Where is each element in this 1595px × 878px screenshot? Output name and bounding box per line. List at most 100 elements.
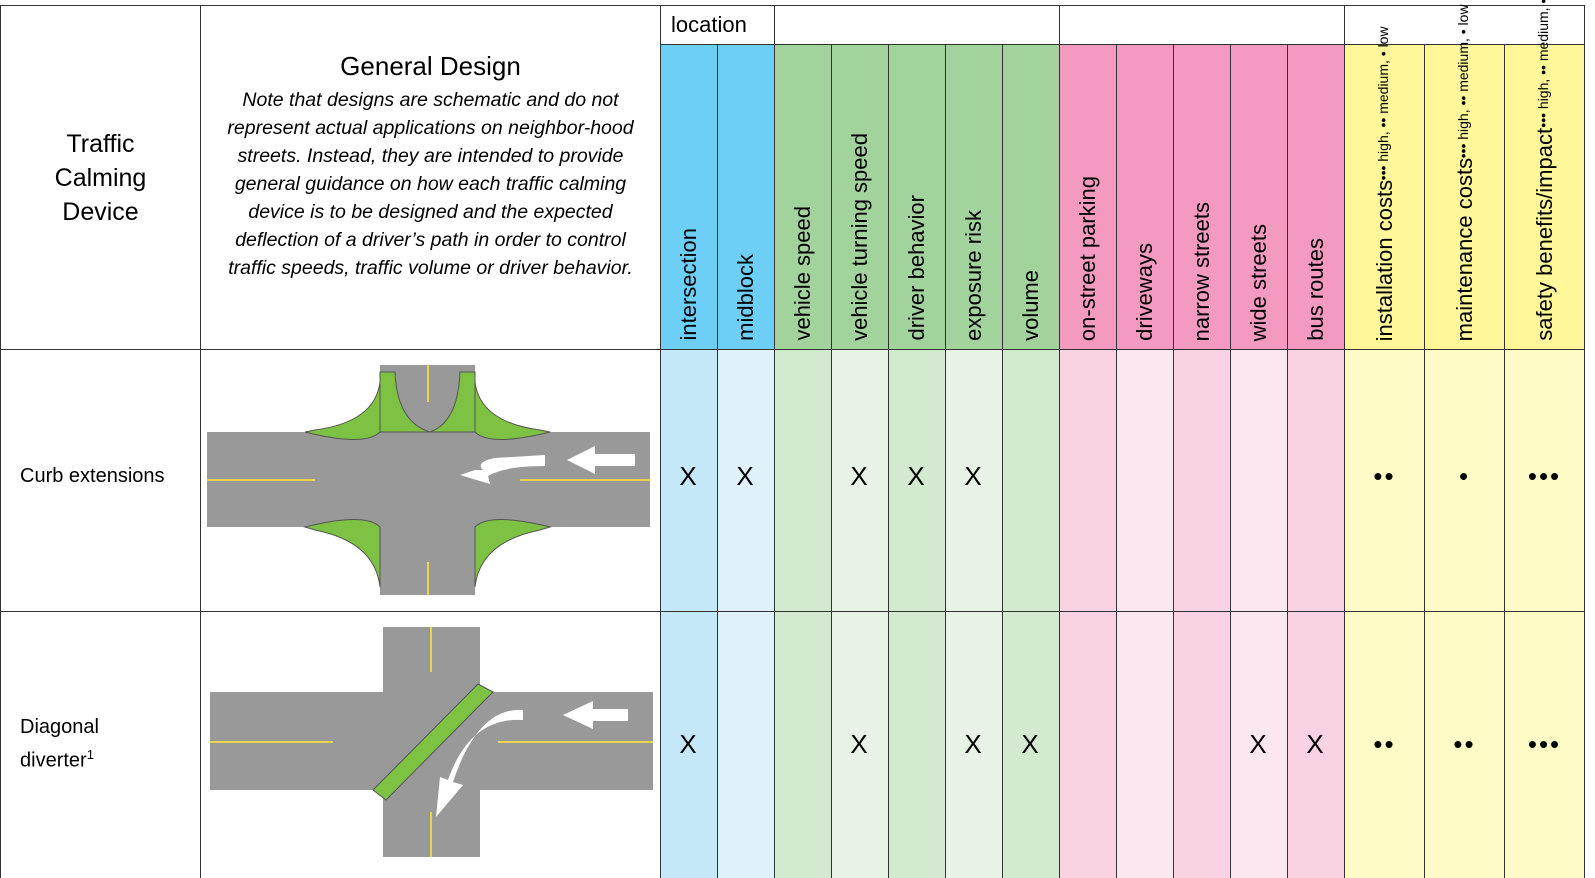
column-header: narrow streets: [1173, 44, 1231, 350]
device-name: Curb extensions: [20, 464, 165, 487]
cell-mark: ••: [1373, 460, 1396, 491]
column-header-text: intersection: [676, 228, 702, 341]
table-cell: X: [945, 349, 1003, 613]
table-cell: [1059, 349, 1117, 613]
device-label: Traffic Calming Device: [54, 129, 147, 226]
cell-mark: ••: [1453, 729, 1476, 759]
group-label: location: [671, 12, 747, 37]
table-cell: [1059, 611, 1117, 878]
column-header: installation costs ••• high, •• medium, •…: [1344, 26, 1425, 350]
table-cell: [1230, 349, 1288, 613]
column-header: bus routes: [1287, 44, 1345, 350]
group-header: location: [660, 5, 775, 45]
cell-mark: X: [964, 729, 984, 759]
cell-mark: X: [1249, 729, 1269, 759]
column-label: installation costs: [1371, 179, 1397, 341]
column-header-text: narrow streets: [1189, 202, 1215, 341]
group-header: [1059, 5, 1345, 45]
table-cell: [774, 611, 832, 878]
cell-mark: •: [1458, 460, 1471, 491]
column-header: maintenance costs ••• high, •• medium, • …: [1424, 4, 1505, 350]
column-header: intersection: [660, 44, 718, 350]
table-cell: X: [717, 349, 775, 613]
table-cell: X: [831, 611, 889, 878]
table-cell: X: [831, 349, 889, 613]
column-header-text: driver behavior: [904, 195, 930, 341]
cell-mark: •••: [1527, 729, 1562, 759]
column-note: ••• high, •• medium, • low: [1374, 25, 1391, 180]
table-cell: [888, 611, 946, 878]
column-header: volume: [1002, 44, 1060, 350]
column-header-text: bus routes: [1303, 238, 1329, 341]
column-label: vehicle turning speed: [847, 133, 872, 341]
column-label: exposure risk: [961, 210, 986, 341]
cell-mark: X: [907, 460, 927, 491]
column-label: bus routes: [1303, 238, 1328, 341]
column-label: on-street parking: [1075, 175, 1100, 341]
table-cell: ••: [1344, 611, 1425, 878]
cell-mark: ••: [1373, 729, 1396, 759]
row-name-text: Diagonal diverter1: [20, 713, 120, 775]
table-cell: X: [888, 349, 946, 613]
column-header-text: vehicle turning speed: [847, 133, 873, 341]
column-label: volume: [1018, 270, 1043, 341]
group-header: [774, 5, 1060, 45]
device-name: Diagonal diverter: [20, 716, 99, 772]
column-header-text: volume: [1018, 270, 1044, 341]
column-header: on-street parking: [1059, 44, 1117, 350]
column-header: wide streets: [1230, 44, 1288, 350]
table-cell: •••: [1504, 349, 1585, 613]
cell-mark: X: [736, 460, 756, 491]
table-cell: [1287, 349, 1345, 613]
cell-mark: X: [1021, 729, 1041, 759]
cell-mark: X: [679, 460, 699, 491]
column-header: midblock: [717, 44, 775, 350]
design-title: General Design: [340, 51, 521, 81]
table-cell: [774, 349, 832, 613]
column-note: ••• high, •• medium, • low: [1534, 0, 1551, 129]
table-cell: [1116, 611, 1174, 878]
cell-mark: X: [850, 460, 870, 491]
row-name-text: Curb extensions: [20, 462, 165, 490]
table-cell: X: [1230, 611, 1288, 878]
group-header: [1344, 5, 1585, 45]
cell-mark: X: [964, 460, 984, 491]
table-cell: [1173, 611, 1231, 878]
table-cell: X: [945, 611, 1003, 878]
row-name: Diagonal diverter1: [20, 611, 190, 878]
column-label: vehicle speed: [790, 206, 815, 341]
column-header: exposure risk: [945, 44, 1003, 350]
column-label: intersection: [676, 228, 701, 341]
table-cell: [1002, 349, 1060, 613]
column-header: vehicle speed: [774, 44, 832, 350]
column-header-text: midblock: [733, 254, 759, 341]
column-note: ••• high, •• medium, • low: [1454, 3, 1471, 158]
table-cell: [1173, 349, 1231, 613]
table-cell: •: [1424, 349, 1505, 613]
column-header: safety benefits/impact ••• high, •• mediu…: [1504, 0, 1585, 350]
table-cell: X: [660, 611, 718, 878]
table-cell: [717, 611, 775, 878]
column-header: vehicle turning speed: [831, 44, 889, 350]
design-note: Note that designs are schematic and do n…: [227, 89, 634, 279]
column-label: wide streets: [1246, 223, 1271, 341]
table-cell: ••: [1344, 349, 1425, 613]
table-cell: X: [1002, 611, 1060, 878]
cell-mark: X: [679, 729, 699, 759]
column-header: driveways: [1116, 44, 1174, 350]
diagonal-diverter-diagram: [210, 627, 653, 857]
table-cell: X: [660, 349, 718, 613]
row-name: Curb extensions: [20, 349, 190, 612]
cell-mark: X: [850, 729, 870, 759]
column-label: driver behavior: [904, 195, 929, 341]
column-header-text: vehicle speed: [790, 206, 816, 341]
column-label: driveways: [1132, 243, 1157, 341]
table-cell: •••: [1504, 611, 1585, 878]
curb-extension-diagram: [207, 365, 650, 595]
column-header-text: wide streets: [1246, 224, 1272, 341]
column-label: midblock: [733, 254, 758, 341]
column-header-text: safety benefits/impact ••• high, •• mediu…: [1532, 0, 1558, 341]
column-header-text: exposure risk: [961, 210, 987, 341]
table-cell: X: [1287, 611, 1345, 878]
